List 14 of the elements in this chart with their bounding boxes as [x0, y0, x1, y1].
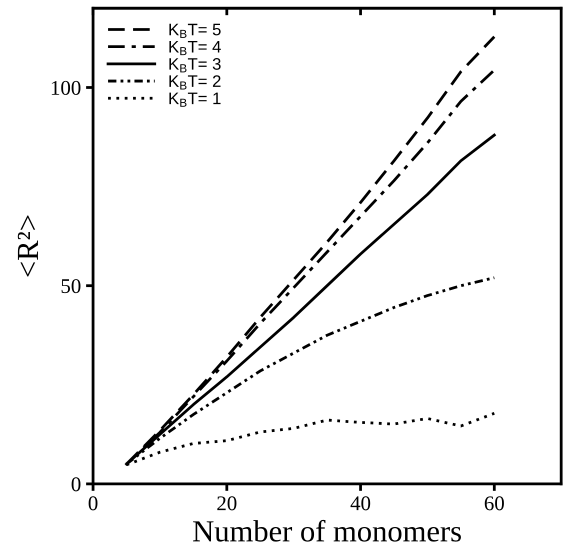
legend-label: K$_{B}$T= 1 [169, 92, 221, 107]
x-tick-label: 60 [484, 496, 504, 510]
y-tick-label: 100 [52, 80, 80, 95]
x-tick-label: 20 [217, 496, 236, 510]
x-tick-label: 0 [88, 496, 98, 510]
legend-label: K$_{B}$T= 3 [169, 58, 221, 72]
legend-label: K$_{B}$T= 2 [169, 75, 221, 90]
y-axis-title: <R²> [18, 216, 38, 277]
y-tick-label: 50 [62, 279, 80, 294]
y-tick-label: 0 [72, 477, 80, 492]
legend-label: K$_{B}$T= 4 [169, 41, 221, 56]
legend-label: K$_{B}$T= 5 [169, 24, 221, 38]
x-axis-title: Number of monomers [193, 520, 461, 542]
x-tick-label: 40 [350, 496, 370, 510]
